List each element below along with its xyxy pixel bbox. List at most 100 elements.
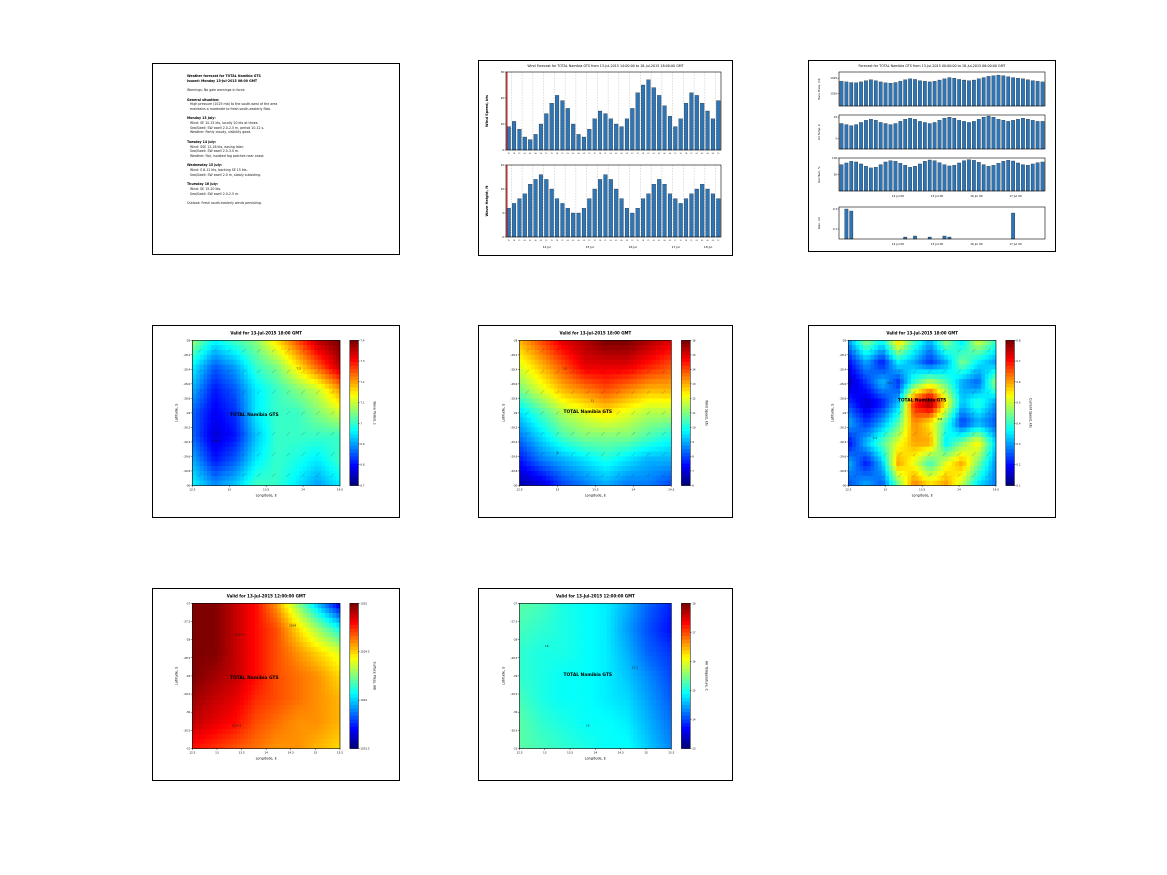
svg-text:13.5: 13.5 (592, 488, 598, 492)
forecast-text-line: Wind: SE 15-20 kts. (187, 186, 222, 191)
svg-text:0.5: 0.5 (1016, 401, 1020, 405)
svg-text:7.3: 7.3 (360, 359, 364, 363)
svg-text:7.4: 7.4 (360, 338, 364, 342)
svg-text:-28.6: -28.6 (511, 382, 518, 386)
svg-text:15 Jul: 15 Jul (586, 245, 595, 249)
forecast-text-line: Weather forecast for TOTAL Namibia GTS (187, 74, 261, 78)
svg-text:0.3: 0.3 (887, 381, 892, 385)
svg-text:21: 21 (647, 240, 649, 242)
svg-text:-29.8: -29.8 (511, 469, 518, 473)
svg-text:-28.4: -28.4 (511, 367, 518, 371)
svg-text:Valid for 13-Jul-2015 18:00 GM: Valid for 13-Jul-2015 18:00 GMT (886, 331, 958, 336)
forecast-text-line: Wind: S 8-12 kts, backing SE 15 kts. (187, 168, 248, 173)
svg-text:12: 12 (674, 153, 676, 155)
svg-text:7.1: 7.1 (360, 401, 364, 405)
svg-text:-29.4: -29.4 (511, 440, 518, 444)
svg-text:TOTAL Namibia GTS: TOTAL Namibia GTS (898, 397, 947, 403)
svg-text:17 Jul 00: 17 Jul 00 (1009, 242, 1021, 246)
svg-text:15: 15 (508, 153, 510, 155)
svg-text:12: 12 (674, 240, 676, 242)
forecast-text-line: maintains a moderate to fresh south-east… (187, 106, 271, 111)
svg-text:17 Jul: 17 Jul (672, 245, 681, 249)
svg-text:03: 03 (529, 240, 531, 242)
svg-text:21: 21 (647, 153, 649, 155)
svg-text:-28.2: -28.2 (511, 353, 518, 357)
svg-text:21: 21 (690, 153, 692, 155)
svg-text:03: 03 (572, 153, 574, 155)
svg-text:03: 03 (658, 153, 660, 155)
svg-text:Longitude, E: Longitude, E (912, 493, 933, 497)
svg-text:-29.2: -29.2 (183, 425, 190, 429)
svg-text:21: 21 (561, 153, 563, 155)
svg-text:Latitude, S: Latitude, S (174, 404, 178, 422)
svg-text:6.8: 6.8 (360, 463, 364, 467)
panel-meteogram[interactable]: Forecast for TOTAL Namibia GTS from 13-J… (808, 60, 1056, 252)
svg-text:0: 0 (502, 235, 504, 239)
forecast-text-line: Monday 13 July: (187, 116, 216, 121)
svg-text:14 Jul 00: 14 Jul 00 (892, 194, 904, 198)
svg-text:0.2: 0.2 (873, 436, 878, 440)
svg-text:15: 15 (594, 240, 596, 242)
svg-text:09: 09 (540, 153, 543, 155)
svg-text:Forecast for TOTAL Namibia GTS: Forecast for TOTAL Namibia GTS from 13-J… (859, 64, 1007, 68)
svg-text:14: 14 (301, 488, 305, 492)
svg-text:Valid for 13-Jul-2015 18:00 GM: Valid for 13-Jul-2015 18:00 GMT (560, 331, 632, 336)
svg-text:Current Speed, kts: Current Speed, kts (1028, 398, 1032, 428)
air-temperature-map-svg: Valid for 13-Jul-2015 12:00:00 GMT1615.5… (501, 594, 708, 761)
svg-text:06: 06 (534, 153, 537, 155)
forecast-text-line: Sea/Swell: SW swell 2.0-2.5 m. (187, 191, 240, 196)
svg-text:12: 12 (717, 153, 719, 155)
svg-text:8: 8 (557, 451, 559, 455)
svg-text:Wave Period, s: Wave Period, s (372, 401, 376, 425)
svg-text:21: 21 (604, 153, 606, 155)
svg-text:15: 15 (594, 153, 596, 155)
panel-wind-speed-map[interactable]: Valid for 13-Jul-2015 18:00 GMT 13 11 8 TOTA… (478, 325, 733, 518)
svg-text:-28.6: -28.6 (183, 382, 190, 386)
svg-text:-29.4: -29.4 (183, 440, 190, 444)
panel-forecast-text[interactable]: Weather forecast for TOTAL Namibia GTS Is… (152, 63, 400, 255)
svg-text:Valid for 13-Jul-2015 18:00 GM: Valid for 13-Jul-2015 18:00 GMT (230, 331, 302, 336)
svg-text:0.2: 0.2 (1016, 463, 1020, 467)
panel-wind-wave-forecast[interactable]: Wind Forecast for TOTAL Namibia GTS from… (478, 60, 733, 256)
svg-text:00: 00 (653, 240, 656, 242)
svg-text:Latitude, S: Latitude, S (830, 404, 834, 422)
panel-wave-period-map[interactable]: Valid for 13-Jul-2015 18:00 GMT 7 7.2 6.9 TO… (152, 325, 400, 518)
panel-surface-pressure-map[interactable]: Valid for 13-Jul-2015 12:00:00 GMT 1024.5… (152, 588, 400, 781)
svg-text:00: 00 (567, 240, 570, 242)
panel-current-speed-map[interactable]: Valid for 13-Jul-2015 18:00 GMT 0.3 0.6 0.2… (808, 325, 1056, 518)
svg-text:-30: -30 (513, 483, 518, 487)
svg-text:12.5: 12.5 (845, 488, 851, 492)
svg-text:17 Jul 00: 17 Jul 00 (1009, 194, 1021, 198)
svg-text:Wind Speed, kts: Wind Speed, kts (704, 400, 708, 426)
svg-text:15: 15 (551, 153, 553, 155)
forecast-text-line: Thursday 16 July: (187, 182, 219, 187)
svg-text:00: 00 (696, 153, 699, 155)
svg-text:14: 14 (632, 488, 636, 492)
svg-text:-28.2: -28.2 (183, 353, 190, 357)
svg-text:13: 13 (692, 382, 696, 386)
svg-text:10: 10 (501, 187, 505, 191)
forecast-text-line: Tuesday 14 July: (187, 139, 217, 144)
svg-text:Valid for 13-Jul-2015 12:00:00: Valid for 13-Jul-2015 12:00:00 GMT (227, 594, 306, 599)
svg-text:00: 00 (567, 153, 570, 155)
svg-text:12: 12 (692, 396, 696, 400)
svg-text:15: 15 (501, 163, 505, 167)
svg-text:03: 03 (701, 153, 703, 155)
svg-text:15 Jul 00: 15 Jul 00 (931, 242, 943, 246)
panel-air-temperature-map[interactable]: Valid for 13-Jul-2015 12:00:00 GMT 16 15.5… (478, 588, 733, 781)
forecast-text-line: High pressure (1025 mb) to the south-wes… (187, 102, 278, 107)
svg-text:06: 06 (620, 153, 623, 155)
svg-text:14 Jul: 14 Jul (543, 245, 552, 249)
svg-text:09: 09 (626, 153, 629, 155)
svg-text:Longitude, E: Longitude, E (256, 493, 277, 497)
forecast-text-line: Wind: SE 10-15 kts, locally 20 kts at ti… (187, 121, 259, 126)
svg-text:09: 09 (712, 240, 715, 242)
svg-text:-28.8: -28.8 (183, 396, 190, 400)
svg-text:50: 50 (834, 173, 838, 177)
meteogram-chart-svg: Forecast for TOTAL Namibia GTS from 13-J… (817, 64, 1046, 246)
svg-text:18: 18 (599, 240, 602, 242)
svg-text:18: 18 (513, 240, 516, 242)
svg-text:0.3: 0.3 (833, 207, 837, 211)
svg-text:1020: 1020 (830, 92, 837, 96)
svg-text:06: 06 (577, 240, 580, 242)
